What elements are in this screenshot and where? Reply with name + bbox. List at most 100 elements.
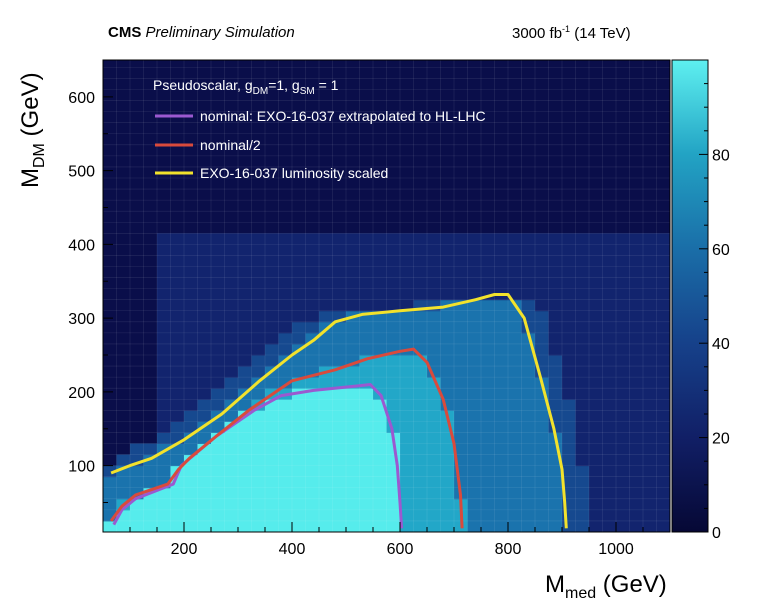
heatmap-cell	[562, 355, 576, 367]
heatmap-cell	[643, 443, 657, 456]
heatmap-cell	[292, 465, 306, 478]
heatmap-cell	[494, 443, 509, 456]
heatmap-cell	[373, 321, 387, 334]
heatmap-cell	[184, 343, 198, 356]
heatmap-cell	[170, 366, 185, 378]
heatmap-cell	[251, 366, 266, 378]
heatmap-cell	[589, 399, 603, 411]
heatmap-cell	[413, 443, 428, 456]
x-tick-label: 600	[387, 541, 414, 558]
heatmap-cell	[400, 443, 414, 456]
heatmap-cell	[440, 421, 455, 433]
heatmap-cell	[400, 277, 414, 290]
heatmap-cell	[467, 288, 482, 301]
heatmap-cell	[373, 355, 387, 367]
heatmap-cell	[197, 366, 212, 378]
heatmap-cell	[386, 355, 401, 367]
heatmap-cell	[427, 233, 441, 245]
heatmap-cell	[319, 520, 333, 532]
heatmap-cell	[251, 454, 266, 467]
heatmap-cell	[548, 255, 563, 267]
heatmap-cell	[211, 487, 225, 500]
heatmap-cell	[157, 332, 171, 345]
heatmap-grid	[103, 60, 670, 532]
heatmap-cell	[481, 310, 495, 323]
heatmap-cell	[292, 332, 306, 345]
heatmap-cell	[211, 233, 225, 245]
heatmap-cell	[413, 277, 428, 290]
heatmap-cell	[346, 277, 360, 290]
heatmap-cell	[292, 498, 306, 511]
heatmap-cell	[440, 520, 455, 532]
heatmap-cell	[629, 498, 644, 511]
heatmap-cell	[589, 233, 603, 245]
heatmap-cell	[305, 244, 320, 256]
heatmap-cell	[643, 498, 657, 511]
heatmap-cell	[562, 388, 576, 400]
heatmap-cell	[305, 277, 320, 290]
heatmap-cell	[305, 377, 320, 389]
heatmap-cell	[454, 332, 468, 345]
heatmap-cell	[359, 343, 374, 356]
heatmap-cell	[494, 299, 509, 312]
x-tick-label: 200	[171, 541, 198, 558]
heatmap-cell	[602, 410, 617, 422]
heatmap-cell	[211, 255, 225, 267]
heatmap-cell	[224, 454, 239, 467]
heatmap-cell	[157, 399, 171, 411]
heatmap-cell	[400, 498, 414, 511]
heatmap-cell	[575, 388, 590, 400]
heatmap-cell	[656, 432, 670, 444]
z-tick-label: 60	[712, 242, 730, 259]
heatmap-cell	[332, 487, 347, 500]
heatmap-cell	[562, 476, 576, 489]
heatmap-cell	[656, 288, 670, 301]
z-tick-label: 80	[712, 147, 730, 164]
heatmap-cell	[197, 277, 212, 290]
heatmap-cell	[170, 509, 185, 522]
heatmap-cell	[413, 288, 428, 301]
heatmap-cell	[305, 366, 320, 378]
heatmap-cell	[413, 454, 428, 467]
heatmap-cell	[305, 355, 320, 367]
heatmap-cell	[224, 355, 239, 367]
heatmap-cell	[130, 454, 144, 467]
heatmap-cell	[211, 399, 225, 411]
heatmap-cell	[251, 476, 266, 489]
heatmap-cell	[629, 432, 644, 444]
heatmap-cell	[305, 299, 320, 312]
heatmap-cell	[427, 366, 441, 378]
heatmap-cell	[319, 432, 333, 444]
heatmap-cell	[643, 399, 657, 411]
heatmap-cell	[562, 277, 576, 290]
heatmap-cell	[305, 498, 320, 511]
heatmap-cell	[413, 399, 428, 411]
heatmap-cell	[332, 244, 347, 256]
heatmap-cell	[157, 299, 171, 312]
heatmap-cell	[467, 244, 482, 256]
heatmap-cell	[656, 233, 670, 245]
plot-frame	[102, 59, 671, 533]
heatmap-cell	[224, 388, 239, 400]
heatmap-cell	[575, 443, 590, 456]
heatmap-cell	[575, 343, 590, 356]
heatmap-cell	[616, 321, 630, 334]
heatmap-cell	[548, 498, 563, 511]
heatmap-cell	[616, 465, 630, 478]
heatmap-cell	[305, 454, 320, 467]
y-tick-label: 600	[68, 90, 95, 107]
heatmap-cell	[575, 476, 590, 489]
heatmap-cell	[400, 454, 414, 467]
heatmap-cell	[373, 266, 387, 279]
heatmap-cell	[170, 443, 185, 456]
heatmap-cell	[197, 255, 212, 267]
heatmap-cell	[427, 343, 441, 356]
heatmap-cell	[656, 465, 670, 478]
heatmap-cell	[197, 388, 212, 400]
heatmap-cell	[386, 509, 401, 522]
heatmap-cell	[535, 465, 549, 478]
heatmap-cell	[238, 255, 252, 267]
heatmap-cell	[278, 465, 293, 478]
heatmap-cell	[427, 410, 441, 422]
heatmap-cell	[454, 233, 468, 245]
